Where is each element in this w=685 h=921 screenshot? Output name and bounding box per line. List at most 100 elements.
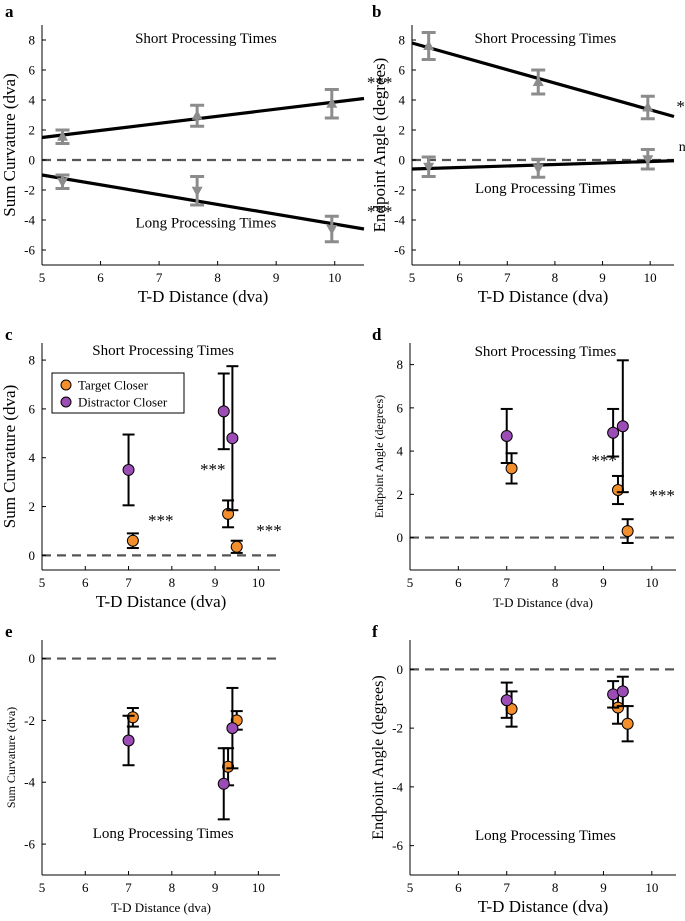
data-point-distractor <box>226 722 239 735</box>
y-tick-label: 2 <box>397 487 404 502</box>
data-point-triangle-up <box>191 109 203 120</box>
data-point-distractor <box>226 432 239 445</box>
data-point-triangle-up <box>326 97 338 108</box>
significance-label: *** <box>200 460 226 479</box>
data-point-target <box>621 525 634 538</box>
y-tick-label: 4 <box>29 450 36 465</box>
y-tick-label: 0 <box>29 153 36 168</box>
y-axis-label: Sum Curvature (dva) <box>0 73 19 217</box>
legend-label: Target Closer <box>78 378 149 393</box>
y-tick-label: -6 <box>394 243 405 258</box>
x-tick-label: 5 <box>409 270 416 285</box>
x-tick-label: 8 <box>214 270 221 285</box>
panel-e: e 5 6 7 8 9 10 -6 -4 -2 0 T-D Distance (dva) Sum Cur… <box>4 622 280 915</box>
y-tick-label: 0 <box>397 530 404 545</box>
significance-label: *** <box>148 511 174 530</box>
x-tick-label: 10 <box>252 575 265 590</box>
data-point-target <box>505 462 518 475</box>
y-tick-label: -4 <box>392 779 403 794</box>
significance-label: *** <box>256 521 282 540</box>
panel-annotation: Short Processing Times <box>475 31 617 47</box>
panel-c: c 5 6 7 8 9 10 0 2 4 6 8 T-D Distance (dva) Sum Curva… <box>0 325 282 611</box>
panel-label: f <box>372 622 378 641</box>
x-axis-label: T-D Distance (dva) <box>96 592 227 611</box>
data-point-distractor <box>616 420 629 433</box>
x-tick-label: 7 <box>503 880 510 895</box>
fit-line-short <box>41 96 365 140</box>
x-tick-label: 5 <box>39 270 46 285</box>
x-tick-label: 8 <box>552 575 559 590</box>
y-tick-label: 4 <box>399 93 406 108</box>
panel-annotation: Long Processing Times <box>135 216 276 232</box>
data-point-triangle-up <box>56 130 68 141</box>
data-point-distractor <box>607 426 620 439</box>
x-axis-label: T-D Distance (dva) <box>138 287 269 306</box>
x-axis-label: T-D Distance (dva) <box>111 900 211 915</box>
fit-line-short <box>411 41 675 119</box>
x-tick-label: 8 <box>552 880 559 895</box>
panel-label: a <box>5 2 14 21</box>
data-point-target <box>222 760 235 773</box>
y-tick-label: 2 <box>29 499 36 514</box>
y-tick-label: -2 <box>392 721 403 736</box>
y-tick-label: 0 <box>397 662 404 677</box>
data-point-distractor <box>616 685 629 698</box>
y-tick-label: -2 <box>24 183 35 198</box>
y-tick-label: -4 <box>394 213 405 228</box>
y-tick-label: 6 <box>29 63 36 78</box>
x-tick-label: 7 <box>156 270 163 285</box>
y-tick-label: -4 <box>24 213 35 228</box>
panel-annotation: Short Processing Times <box>475 344 617 360</box>
data-point-triangle-down <box>642 155 654 166</box>
x-tick-label: 9 <box>212 880 219 895</box>
y-axis-label: Sum Curvature (dva) <box>0 385 19 529</box>
x-tick-label: 9 <box>600 575 607 590</box>
panel-b: b 5 6 7 8 9 10 -6 -4 -2 0 2 4 6 8 T-D Distance (dva) End… <box>370 2 685 306</box>
data-point-triangle-down <box>326 225 338 235</box>
y-tick-label: -2 <box>24 713 35 728</box>
data-point-triangle-up <box>423 40 435 50</box>
x-tick-label: 5 <box>407 880 414 895</box>
x-tick-label: 9 <box>600 880 607 895</box>
y-tick-label: 6 <box>29 401 36 416</box>
panel-label: e <box>5 622 13 641</box>
significance-label: *** <box>676 97 685 116</box>
x-tick-label: 6 <box>82 880 89 895</box>
x-tick-label: 10 <box>328 270 341 285</box>
panel-label: c <box>5 325 13 344</box>
data-point-distractor <box>500 429 513 442</box>
y-tick-label: 0 <box>29 548 36 563</box>
y-tick-label: -6 <box>392 838 403 853</box>
panel-d: d 5 6 7 8 9 10 0 2 4 6 8 T-D Distance (dva) Endpoint … <box>372 325 676 610</box>
y-tick-label: 6 <box>399 63 406 78</box>
y-tick-label: 8 <box>397 357 404 372</box>
x-tick-label: 6 <box>82 575 89 590</box>
data-point-distractor <box>500 694 513 707</box>
legend-marker <box>60 396 72 408</box>
fit-line-long <box>41 173 365 231</box>
data-point-triangle-up <box>642 101 654 112</box>
panel-a: a 5 6 7 8 9 10 -6 -4 -2 0 2 4 6 8 T-D Distance (dva) Sum… <box>0 2 392 306</box>
x-tick-label: 7 <box>125 880 132 895</box>
x-tick-label: 8 <box>169 880 176 895</box>
panel-annotation: Long Processing Times <box>475 181 616 197</box>
x-tick-label: 10 <box>645 575 658 590</box>
x-tick-label: 10 <box>644 270 657 285</box>
data-point-target <box>126 534 139 547</box>
x-tick-label: 7 <box>125 575 132 590</box>
x-tick-label: 9 <box>273 270 280 285</box>
x-axis-label: T-D Distance (dva) <box>478 287 609 306</box>
significance-label: *** <box>367 202 393 221</box>
data-point-triangle-down <box>532 164 544 175</box>
x-tick-label: 9 <box>599 270 606 285</box>
x-tick-label: 9 <box>212 575 219 590</box>
panel-f: f 5 6 7 8 9 10 -6 -4 -2 0 T-D Distance (dva) Endpoin… <box>370 622 676 916</box>
x-tick-label: 10 <box>252 880 265 895</box>
y-tick-label: 0 <box>399 153 406 168</box>
panel-label: d <box>372 325 382 344</box>
y-tick-label: 8 <box>29 353 36 368</box>
legend-box <box>51 372 185 414</box>
y-tick-label: 4 <box>397 444 404 459</box>
y-tick-label: 8 <box>29 33 36 48</box>
